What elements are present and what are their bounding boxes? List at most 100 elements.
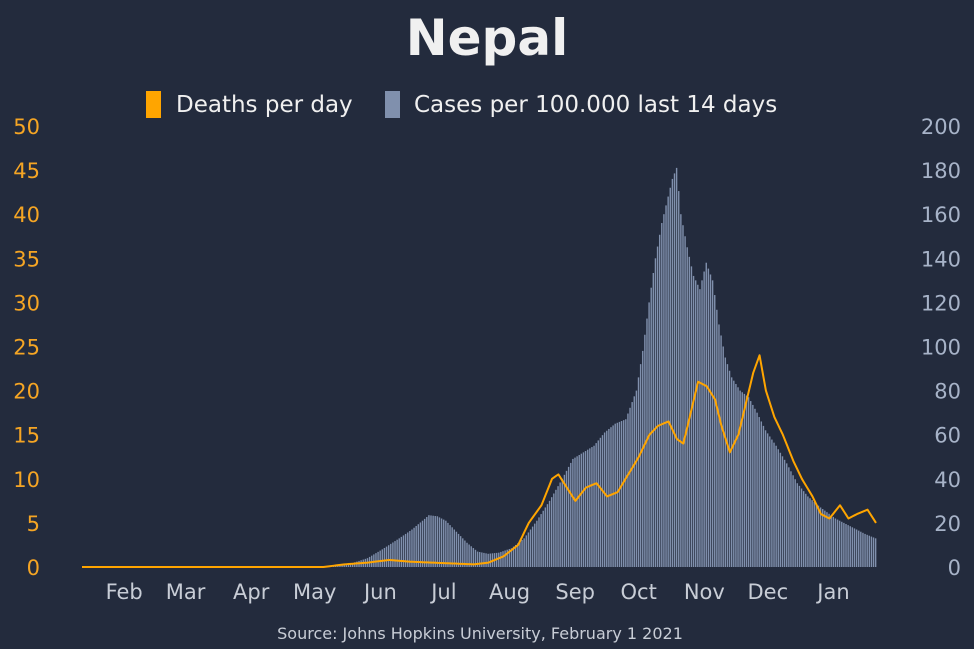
cases-bar (834, 518, 837, 567)
deaths-line (82, 354, 877, 568)
cases-bar (548, 500, 551, 567)
cases-bar (457, 533, 460, 567)
cases-bar (766, 433, 769, 567)
cases-bar (847, 525, 849, 567)
cases-bar (703, 271, 705, 567)
cases-bar (724, 357, 727, 567)
cases-bar (474, 549, 477, 567)
cases-bar (402, 535, 405, 567)
cases-bar (525, 535, 527, 567)
month-label-jun: Jun (362, 580, 397, 604)
cases-bar (387, 545, 390, 567)
cases-bar (440, 518, 443, 567)
cases-bar (540, 514, 542, 567)
cases-bar (472, 548, 475, 567)
cases-bar (396, 539, 398, 567)
month-label-aug: Aug (489, 580, 530, 604)
cases-bar (555, 489, 557, 567)
cases-bar (578, 454, 580, 567)
cases-bar (481, 552, 483, 567)
cases-bar (430, 515, 432, 567)
cases-bar (612, 425, 614, 567)
cases-bar (385, 546, 388, 567)
cases-bar (728, 370, 731, 567)
cases-bar (644, 334, 646, 567)
cases-bar (860, 531, 862, 567)
cases-bar (771, 439, 773, 567)
cases-bar (845, 524, 847, 567)
cases-bar (718, 324, 720, 567)
cases-bar (752, 404, 754, 567)
cases-bar (527, 532, 530, 567)
cases-bar (559, 482, 561, 567)
cases-bar (775, 445, 777, 567)
cases-bar (671, 178, 674, 568)
cases-bar (629, 407, 631, 567)
legend-label-deaths: Deaths per day (176, 92, 353, 118)
cases-bar (455, 531, 458, 567)
cases-bar (553, 493, 555, 567)
cases-bar (654, 258, 657, 567)
cases-bar (794, 479, 796, 567)
cases-bar (593, 445, 595, 567)
cases-bar (868, 535, 870, 567)
cases-bar (436, 516, 439, 567)
cases-bar (519, 541, 521, 567)
cases-bar (684, 236, 686, 567)
cases-bar (743, 393, 746, 567)
cases-bar (779, 452, 782, 567)
cases-bar (550, 497, 553, 567)
cases-bar (739, 390, 741, 567)
source-note: Source: Johns Hopkins University, Februa… (277, 624, 683, 643)
cases-bar (798, 485, 801, 567)
cases-bar (760, 421, 763, 567)
cases-bar (341, 564, 343, 567)
cases-bar (610, 427, 612, 567)
cases-bar (667, 196, 669, 567)
cases-bar (339, 565, 341, 567)
left-tick-label: 40 (13, 203, 40, 227)
cases-bar (409, 530, 411, 567)
cases-bar (805, 493, 807, 567)
cases-bar (377, 551, 379, 567)
cases-bar (498, 552, 500, 567)
month-label-oct: Oct (621, 580, 657, 604)
cases-bar (809, 498, 811, 567)
cases-bar (705, 262, 707, 567)
cases-bar (754, 408, 756, 567)
cases-bar (464, 540, 466, 567)
cases-bar (400, 536, 403, 567)
cases-bar (383, 547, 386, 567)
month-label-mar: Mar (166, 580, 206, 604)
cases-bar (487, 553, 489, 567)
cases-bar (720, 335, 722, 567)
cases-bar (504, 550, 506, 567)
cases-bar (843, 522, 845, 567)
left-tick-label: 15 (13, 424, 40, 448)
cases-bar (783, 459, 786, 567)
cases-bar (781, 456, 784, 567)
cases-bar (538, 517, 540, 567)
cases-bar (853, 528, 856, 567)
cases-bar (589, 448, 591, 567)
cases-bar (591, 447, 593, 567)
month-label-apr: Apr (233, 580, 270, 604)
cases-bar (874, 538, 877, 567)
cases-bar (836, 519, 839, 567)
cases-bar (678, 191, 680, 568)
cases-bar (697, 284, 699, 567)
cases-bar (523, 538, 525, 567)
cases-bar (345, 564, 348, 567)
cases-bar (411, 529, 413, 567)
cases-bar (515, 544, 517, 567)
cases-bar (851, 527, 854, 567)
cases-bar (656, 246, 659, 568)
cases-bar (447, 522, 449, 567)
legend-swatch-deaths (146, 91, 161, 118)
cases-bar (351, 563, 354, 567)
cases-bar (855, 529, 858, 567)
cases-bar (373, 554, 375, 567)
cases-bar (443, 519, 445, 567)
month-label-nov: Nov (684, 580, 725, 604)
